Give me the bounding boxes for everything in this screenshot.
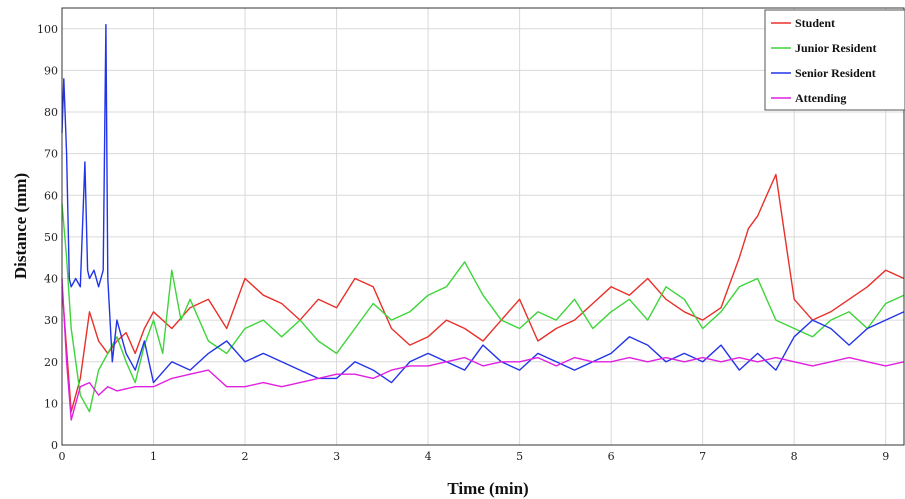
x-tick-label: 4 bbox=[425, 450, 432, 463]
y-tick-label: 20 bbox=[44, 356, 58, 369]
x-axis-ticks: 0 1 2 3 4 5 6 7 8 9 bbox=[59, 450, 890, 463]
y-tick-label: 60 bbox=[44, 189, 58, 202]
x-tick-label: 3 bbox=[333, 450, 340, 463]
y-tick-label: 30 bbox=[44, 314, 58, 327]
legend-label: Student bbox=[795, 16, 835, 30]
x-tick-label: 1 bbox=[150, 450, 157, 463]
x-axis-title: Time (min) bbox=[447, 479, 528, 498]
x-tick-label: 8 bbox=[791, 450, 798, 463]
x-tick-label: 0 bbox=[59, 450, 66, 463]
legend: Student Junior Resident Senior Resident Att… bbox=[764, 9, 905, 111]
y-tick-label: 50 bbox=[44, 231, 58, 244]
y-tick-label: 70 bbox=[44, 148, 58, 161]
y-axis-ticks: 0 10 20 30 40 50 60 70 80 90 100 bbox=[37, 23, 58, 452]
series-line-attending bbox=[61, 278, 905, 421]
legend-box bbox=[764, 9, 905, 111]
x-tick-label: 7 bbox=[699, 450, 706, 463]
x-tick-label: 5 bbox=[516, 450, 523, 463]
legend-label: Junior Resident bbox=[795, 41, 876, 55]
series-layer bbox=[61, 23, 905, 421]
series-line-student bbox=[61, 173, 905, 413]
plot-frame bbox=[61, 7, 905, 446]
x-tick-label: 6 bbox=[608, 450, 615, 463]
y-tick-label: 80 bbox=[44, 106, 58, 119]
y-tick-label: 100 bbox=[37, 23, 58, 36]
legend-label: Senior Resident bbox=[795, 66, 876, 80]
y-tick-label: 0 bbox=[51, 439, 58, 452]
y-tick-label: 90 bbox=[44, 64, 58, 77]
x-tick-label: 9 bbox=[882, 450, 889, 463]
x-tick-label: 2 bbox=[242, 450, 249, 463]
series-line-junior-resident bbox=[61, 203, 905, 413]
y-tick-label: 40 bbox=[44, 273, 58, 286]
legend-label: Attending bbox=[795, 91, 846, 105]
series-line-senior-resident bbox=[61, 23, 905, 384]
y-axis-title: Distance (mm) bbox=[11, 173, 30, 279]
y-tick-label: 10 bbox=[44, 397, 58, 410]
